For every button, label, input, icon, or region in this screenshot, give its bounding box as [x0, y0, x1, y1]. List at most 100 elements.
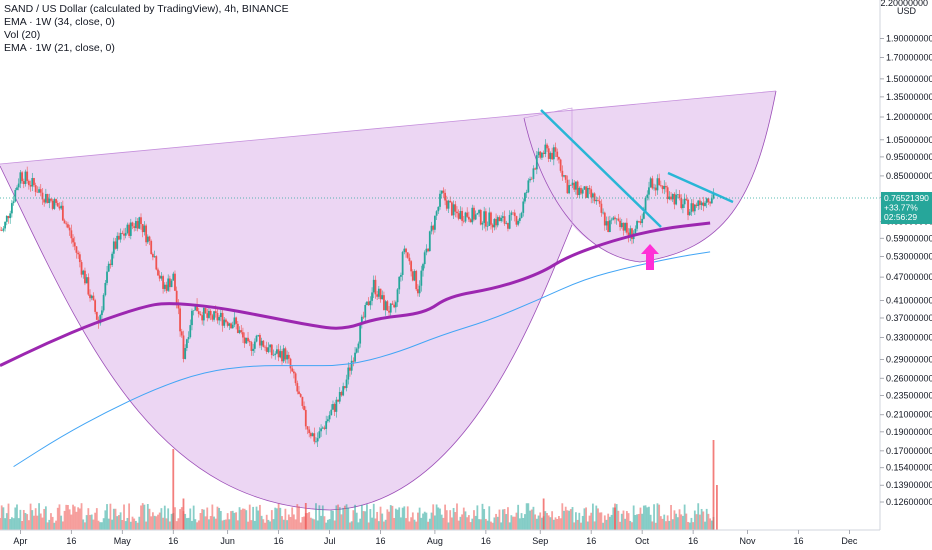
- volume-bar: [75, 511, 78, 530]
- candle-body: [709, 202, 712, 204]
- candle-body: [391, 303, 394, 305]
- volume-bar: [284, 508, 287, 530]
- candle-body: [614, 217, 616, 220]
- volume-spike: [542, 498, 545, 530]
- volume-bar: [262, 519, 265, 530]
- legend-ema34[interactable]: EMA · 1W (34, close, 0): [4, 16, 115, 28]
- candle-body: [294, 373, 297, 384]
- candle-body: [55, 199, 57, 203]
- candle-body: [566, 179, 569, 194]
- candle-body: [602, 212, 604, 214]
- legend-volume[interactable]: Vol (20): [4, 29, 41, 41]
- volume-bar: [507, 507, 509, 530]
- candle-body: [449, 200, 452, 203]
- time-tick-label: Jul: [324, 536, 336, 546]
- candle-body: [357, 343, 360, 349]
- candle-body: [106, 271, 108, 283]
- volume-bar: [89, 514, 91, 530]
- volume-bar: [362, 511, 365, 530]
- candle-body: [637, 221, 640, 222]
- volume-bar: [53, 522, 56, 530]
- candle-body: [255, 335, 258, 342]
- candle-body: [111, 253, 114, 266]
- volume-bar: [99, 522, 102, 530]
- candle-body: [396, 289, 399, 303]
- legend-ema21[interactable]: EMA · 1W (21, close, 0): [4, 42, 115, 54]
- volume-bar: [146, 504, 149, 530]
- candle-body: [501, 216, 504, 218]
- volume-bar: [595, 505, 598, 530]
- candle-body: [274, 353, 277, 355]
- volume-bar: [585, 507, 588, 530]
- volume-bar: [364, 511, 367, 530]
- rim-line: [0, 90, 777, 165]
- candle-body: [386, 301, 389, 311]
- volume-bar: [439, 508, 441, 530]
- candle-body: [340, 391, 343, 396]
- volume-bar: [403, 506, 406, 530]
- candle-body: [243, 337, 246, 344]
- volume-bar: [534, 514, 537, 530]
- legend-title[interactable]: SAND / US Dollar (calculated by TradingV…: [4, 3, 289, 15]
- price-tick-label: 0.26000000: [886, 373, 932, 383]
- candle-body: [68, 227, 71, 231]
- volume-bar: [590, 512, 593, 530]
- candle-body: [56, 202, 59, 207]
- volume-bar: [625, 511, 628, 530]
- candle-body: [598, 200, 601, 204]
- candle-body: [39, 189, 42, 193]
- volume-bar: [676, 517, 679, 530]
- candle-body: [138, 217, 141, 229]
- small-cup-outline: [523, 90, 777, 263]
- volume-bar: [38, 503, 40, 530]
- volume-bar: [515, 512, 518, 530]
- candle-body: [226, 321, 229, 326]
- candle-body: [575, 181, 577, 190]
- time-tick-label: 16: [274, 536, 284, 546]
- volume-bar: [486, 520, 489, 530]
- candle-body: [238, 330, 241, 333]
- volume-bar: [335, 505, 338, 530]
- volume-bar: [294, 519, 297, 530]
- candle-body: [649, 178, 652, 188]
- volume-bar: [537, 515, 540, 530]
- volume-bar: [145, 521, 148, 530]
- candle-body: [101, 310, 103, 316]
- volume-bar: [303, 516, 305, 530]
- volume-bar: [135, 520, 137, 530]
- volume-bar: [187, 517, 190, 530]
- candle-body: [413, 270, 416, 281]
- volume-bar: [705, 508, 708, 530]
- volume-bar: [478, 519, 480, 530]
- candle-body: [551, 152, 554, 160]
- candle-body: [359, 324, 362, 344]
- volume-bar: [299, 522, 302, 530]
- volume-bar: [281, 516, 283, 530]
- volume-bar: [243, 508, 246, 530]
- candle-body: [405, 248, 407, 253]
- volume-bar: [355, 512, 358, 530]
- candle-body: [213, 311, 215, 320]
- volume-bar: [34, 508, 37, 530]
- candle-body: [146, 236, 149, 243]
- volume-bar: [422, 513, 424, 530]
- volume-bar: [158, 512, 161, 530]
- candle-body: [10, 203, 13, 214]
- candle-body: [235, 317, 238, 324]
- volume-bar: [126, 517, 129, 530]
- volume-bar: [175, 521, 178, 530]
- volume-bar: [381, 513, 384, 530]
- time-axis[interactable]: Apr 16 May 16 Jun 16 Jul 16 Aug 16 Sep 16 Oct 16 Nov 16…: [13, 530, 858, 546]
- candle-body: [182, 335, 185, 359]
- volume-bar: [376, 511, 379, 530]
- candle-body: [206, 313, 209, 318]
- time-tick-label: Jun: [220, 536, 235, 546]
- volume-bar: [637, 513, 640, 530]
- candle-body: [371, 292, 373, 301]
- volume-bar: [512, 516, 514, 530]
- volume-bar: [603, 515, 606, 530]
- candle-body: [7, 216, 10, 219]
- volume-bar: [605, 519, 608, 530]
